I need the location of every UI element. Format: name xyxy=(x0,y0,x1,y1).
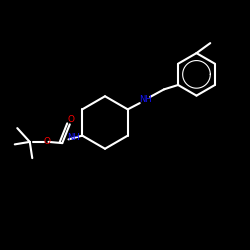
Text: O: O xyxy=(68,115,74,124)
Text: NH: NH xyxy=(67,133,80,142)
Text: NH: NH xyxy=(139,95,151,104)
Text: O: O xyxy=(43,136,50,145)
